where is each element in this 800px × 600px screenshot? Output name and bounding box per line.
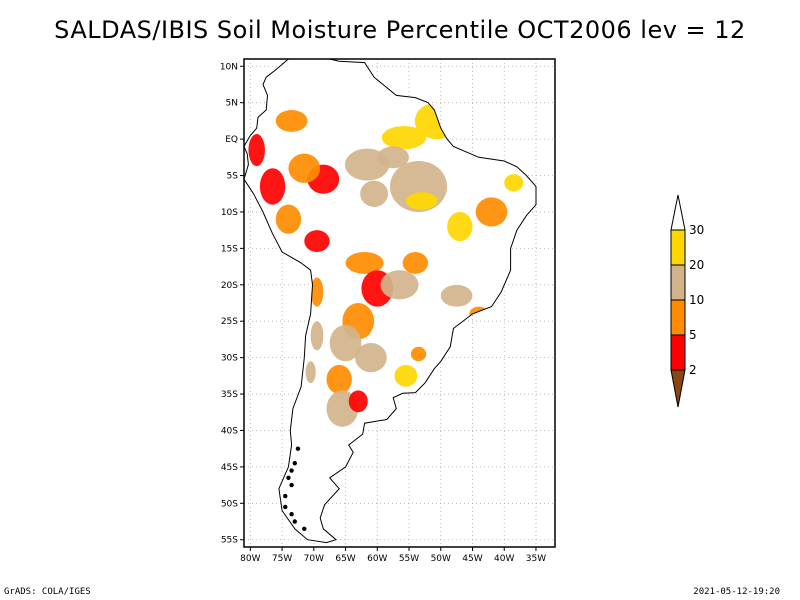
patch-23 (504, 174, 524, 192)
patch-22 (447, 211, 473, 242)
legend-label-4: 2 (689, 363, 697, 377)
patch-5 (377, 146, 410, 169)
coast-detail-5 (283, 504, 288, 510)
lon-tick-label-2: 70W (304, 554, 324, 564)
patch-31 (410, 346, 427, 362)
legend-label-1: 20 (689, 258, 704, 272)
legend-swatch-l30 (670, 229, 686, 266)
lon-tick-label-9: 35W (526, 554, 546, 564)
coast-detail-1 (289, 468, 294, 473)
lon-tick-label-4: 60W (367, 554, 387, 564)
patch-32 (310, 277, 324, 307)
coast-detail-7 (292, 519, 297, 524)
patch-12 (275, 109, 308, 132)
patch-9 (288, 153, 321, 183)
lon-tick-label-8: 40W (494, 554, 514, 564)
continent-outline (244, 59, 537, 544)
lat-tick-label-9: 35S (221, 390, 238, 400)
map-title: SALDAS/IBIS Soil Moisture Percentile OCT… (54, 16, 746, 44)
lon-tick-label-1: 75W (272, 554, 292, 564)
legend-label-2: 10 (689, 293, 704, 307)
legend-swatch-l20 (670, 264, 686, 301)
patch-10 (259, 168, 286, 205)
legend-label-0: 30 (689, 223, 704, 237)
map-frame (243, 58, 556, 548)
coast-detail-8 (302, 526, 307, 531)
legend-label-3: 5 (689, 328, 697, 342)
patch-29 (348, 390, 368, 413)
coast-detail-6 (289, 512, 294, 517)
patch-21 (475, 197, 508, 227)
lat-tick-label-8: 30S (221, 354, 238, 364)
lon-tick-label-6: 50W (431, 554, 451, 564)
patch-34 (305, 361, 316, 384)
lon-tick-label-7: 45W (462, 554, 482, 564)
patch-19 (440, 284, 473, 307)
patch-14 (304, 230, 330, 253)
coast-detail-0 (292, 461, 297, 466)
lat-tick-label-1: 5N (226, 99, 238, 109)
lat-tick-label-13: 55S (221, 536, 238, 546)
lat-tick-label-5: 15S (221, 244, 238, 254)
patch-7 (405, 192, 438, 210)
patch-13 (275, 204, 302, 234)
lat-tick-label-0: 10N (220, 62, 238, 72)
patch-27 (326, 364, 352, 395)
legend-swatch-gt30 (670, 194, 686, 231)
legend-swatch-l5 (670, 334, 686, 371)
lon-tick-label-3: 65W (335, 554, 355, 564)
lat-tick-label-6: 20S (221, 281, 238, 291)
patch-1 (381, 126, 427, 150)
lat-tick-label-4: 10S (221, 208, 238, 218)
lat-tick-label-2: EQ (225, 135, 238, 145)
coast-detail-9 (295, 446, 301, 451)
plot-border (243, 58, 556, 548)
patch-17 (380, 270, 419, 300)
legend-swatch-l10 (670, 299, 686, 336)
lat-tick-label-11: 45S (221, 463, 238, 473)
patch-33 (310, 321, 324, 351)
coast-detail-4 (283, 493, 288, 499)
axis-ticks: 80W 75W 70W 65W 60W 55W 50W 45W 40W 35W 10N 5N EQ 5S 1… (220, 62, 546, 564)
patch-15 (345, 252, 384, 274)
lat-tick-label-3: 5S (227, 172, 239, 182)
land-layer (244, 59, 537, 544)
lon-tick-label-5: 55W (399, 554, 419, 564)
patch-6 (360, 180, 389, 207)
color-legend: 30 20 10 5 2 (670, 194, 704, 408)
patch-25 (329, 324, 362, 362)
patch-2 (436, 102, 452, 121)
timestamp: 2021-05-12-19:20 (693, 587, 780, 597)
legend-swatch-l2 (670, 369, 686, 408)
patch-11 (248, 134, 265, 167)
lat-tick-label-12: 50S (221, 499, 238, 509)
coast-detail-3 (289, 482, 294, 488)
lat-tick-label-7: 25S (221, 317, 238, 327)
lon-tick-label-0: 80W (240, 554, 260, 564)
grads-credit: GrADS: COLA/IGES (4, 587, 91, 597)
lat-tick-label-10: 40S (221, 426, 238, 436)
patch-30 (394, 364, 418, 387)
patch-18 (402, 252, 429, 274)
coast-detail-2 (286, 475, 291, 481)
patch-26 (355, 343, 387, 373)
